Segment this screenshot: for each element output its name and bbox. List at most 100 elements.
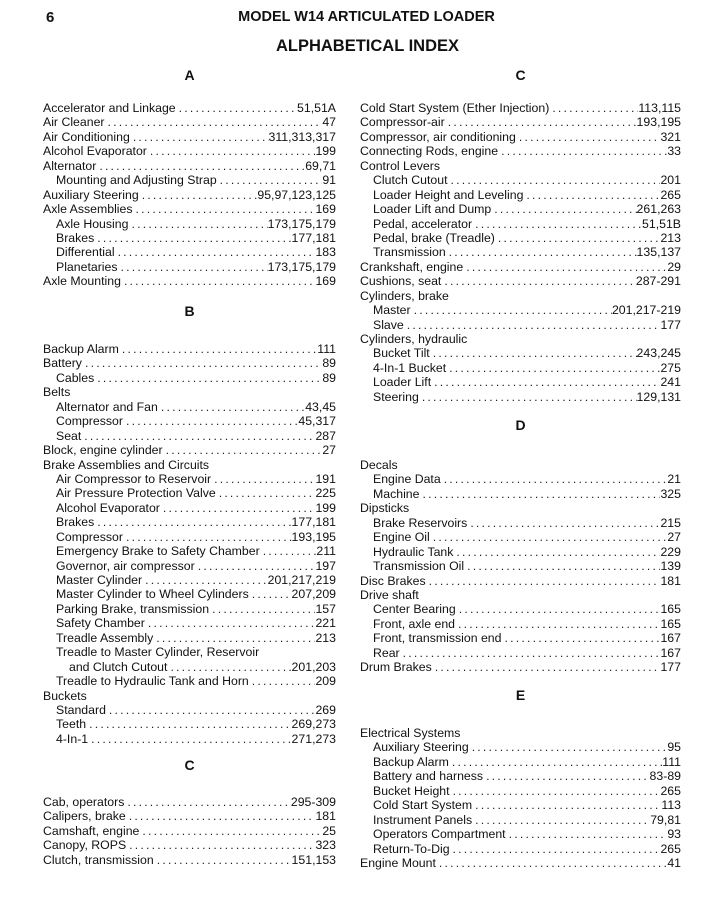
entry-page-number: 265 (660, 841, 681, 856)
dot-leader: ........................................… (91, 731, 291, 746)
dot-leader: ........................................… (97, 370, 322, 385)
index-entry: Crankshaft, engine......................… (360, 260, 681, 274)
entry-label: Crankshaft, engine (360, 259, 464, 274)
index-entry: Decals (360, 458, 681, 472)
dot-leader: ........................................… (160, 399, 306, 414)
dot-leader: ........................................… (486, 769, 650, 784)
entry-label: Axle Mounting (43, 274, 121, 289)
dot-leader: ........................................… (129, 838, 315, 853)
entry-label: Center Bearing (373, 602, 456, 617)
entry-page-number: 21 (667, 472, 681, 487)
entry-label: Master (373, 303, 411, 318)
index-entry: Compressor..............................… (43, 414, 336, 428)
entry-label: Loader Lift and Dump (373, 202, 492, 217)
section-letter-heading: E (515, 687, 526, 703)
index-entry: Bucket Height...........................… (360, 784, 681, 798)
index-section: Backup Alarm............................… (43, 342, 336, 746)
entry-page-number: 129,131 (636, 389, 681, 404)
dot-leader: ........................................… (494, 202, 636, 217)
dot-leader: ........................................… (428, 573, 661, 588)
dot-leader: ........................................… (552, 101, 638, 115)
dot-leader: ........................................… (475, 798, 661, 813)
entry-page-number: 177,181 (291, 230, 336, 245)
dot-leader: ........................................… (458, 602, 661, 617)
index-entry: Machine.................................… (360, 487, 681, 501)
section-letter-heading: B (184, 303, 195, 319)
dot-leader: ........................................… (518, 129, 661, 144)
dot-leader: ........................................… (432, 346, 637, 361)
dot-leader: ........................................… (448, 245, 637, 260)
entry-label: Machine (373, 486, 420, 501)
index-entry: Alternator and Fan......................… (43, 400, 336, 414)
dot-leader: ........................................… (497, 230, 661, 245)
entry-label: Cables (56, 370, 95, 385)
entry-page-number: 215 (660, 515, 681, 530)
index-entry: Drum Brakes.............................… (360, 660, 681, 674)
index-entry: Disc Brakes.............................… (360, 574, 681, 588)
entry-page-number: 79,81 (650, 812, 681, 827)
entry-label: Canopy, ROPS (43, 838, 127, 853)
entry-page-number: 27 (322, 443, 336, 458)
entry-page-number: 27 (667, 530, 681, 545)
dot-leader: ........................................… (123, 274, 316, 289)
entry-label: Brake Reservoirs (373, 515, 468, 530)
entry-page-number: 207,209 (291, 587, 336, 602)
dot-leader: ........................................… (413, 303, 612, 318)
dot-leader: ........................................… (434, 375, 660, 390)
entry-label: Front, axle end (373, 616, 456, 631)
index-entry: Backup Alarm............................… (43, 342, 336, 356)
entry-label: and Clutch Cutout (69, 659, 168, 674)
index-entry: Treadle Assembly........................… (43, 631, 336, 645)
index-entry: Air Conditioning........................… (43, 130, 336, 144)
index-entry: Belts (43, 385, 336, 399)
entry-label: Compressor, air conditioning (360, 129, 516, 144)
index-entry: Battery and harness.....................… (360, 769, 681, 783)
dot-leader: ........................................… (504, 631, 661, 646)
index-entry: Block, engine cylinder..................… (43, 443, 336, 457)
entry-page-number: 91 (322, 173, 336, 188)
index-entry: Drive shaft (360, 588, 681, 602)
index-entry: and Clutch Cutout.......................… (43, 660, 336, 674)
entry-page-number: 113,115 (638, 101, 681, 115)
entry-page-number: 265 (660, 783, 681, 798)
index-entry: Compressor..............................… (43, 530, 336, 544)
dot-leader: ........................................… (127, 795, 291, 809)
dot-leader: ........................................… (99, 158, 306, 173)
entry-label: Cushions, seat (360, 274, 442, 289)
dot-leader: ........................................… (218, 486, 316, 501)
entry-label: Camshaft, engine (43, 823, 140, 838)
entry-page-number: 89 (322, 356, 336, 371)
dot-leader: ........................................… (147, 616, 316, 631)
index-entry: Cylinders, hydraulic (360, 332, 681, 346)
entry-page-number: 229 (660, 544, 681, 559)
entry-page-number: 265 (660, 187, 681, 202)
index-entry: Seat....................................… (43, 429, 336, 443)
dot-leader: ........................................… (471, 740, 668, 755)
entry-label: Cold Start System (Ether Injection) (360, 101, 550, 115)
entry-page-number: 311,313,317 (268, 129, 336, 144)
index-section: Accelerator and Linkage.................… (43, 101, 336, 289)
dot-leader: ........................................… (156, 630, 316, 645)
index-entry: Steering................................… (360, 390, 681, 404)
entry-page-number: 167 (660, 631, 681, 646)
entry-label: Pedal, brake (Treadle) (373, 230, 495, 245)
entry-label: Drum Brakes (360, 660, 432, 675)
index-entry: Air Pressure Protection Valve...........… (43, 486, 336, 500)
dot-leader: ........................................… (219, 173, 323, 188)
dot-leader: ........................................… (406, 317, 661, 332)
entry-page-number: 197 (315, 558, 336, 573)
entry-label: Operators Compartment (373, 827, 506, 842)
entry-label: Belts (43, 385, 71, 400)
dot-leader: ........................................… (251, 674, 316, 689)
dot-leader: ........................................… (125, 529, 292, 544)
entry-label: Alternator and Fan (56, 399, 158, 414)
dot-leader: ........................................… (117, 245, 316, 260)
entry-label: Auxiliary Steering (373, 740, 469, 755)
dot-leader: ........................................… (162, 500, 316, 515)
entry-label: Clutch, transmission (43, 852, 154, 867)
entry-label: Clutch Cutout (373, 173, 448, 188)
entry-label: Safety Chamber (56, 616, 145, 631)
index-entry: Axle Housing............................… (43, 217, 336, 231)
entry-label: Treadle to Hydraulic Tank and Horn (56, 674, 249, 689)
entry-page-number: 225 (315, 486, 336, 501)
